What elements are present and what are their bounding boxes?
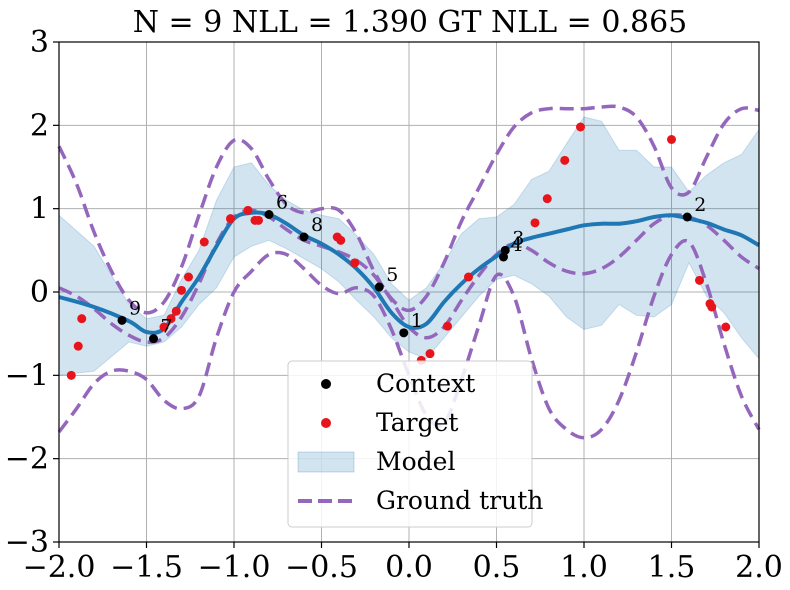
context-point-label: 5 xyxy=(386,264,398,286)
legend-model-label: Model xyxy=(376,447,455,476)
context-point xyxy=(499,252,508,262)
x-axis: −2.0 −1.5 −1.0 −0.5 0.0 0.5 1.0 1.5 2.0 xyxy=(23,542,783,585)
target-point xyxy=(171,306,181,316)
y-tick-label: 3 xyxy=(30,25,49,60)
target-point xyxy=(542,194,552,204)
x-tick-label: 2.0 xyxy=(735,550,783,585)
legend-ground-truth-label: Ground truth xyxy=(376,486,543,515)
target-point xyxy=(199,237,209,247)
context-point xyxy=(149,334,158,344)
y-axis: −3 −2 −1 0 1 2 3 xyxy=(5,25,59,560)
model-mean-curve xyxy=(58,210,760,335)
target-point xyxy=(166,314,176,324)
legend-target-marker xyxy=(321,418,331,428)
legend-box xyxy=(287,360,533,528)
legend-context-label: Context xyxy=(376,369,475,398)
context-point xyxy=(374,282,384,292)
target-point xyxy=(464,272,473,282)
legend-context-marker xyxy=(321,379,331,389)
context-points: 1 2 34 5 6 7 8 9 xyxy=(117,192,706,344)
context-point xyxy=(299,232,309,242)
target-point xyxy=(159,322,169,332)
target-point xyxy=(336,235,346,245)
context-point-label: 6 xyxy=(276,192,288,214)
chart-title: N = 9 NLL = 1.390 GT NLL = 0.865 xyxy=(133,5,688,40)
x-tick-label: −2.0 xyxy=(23,550,96,585)
context-point xyxy=(682,212,692,222)
target-point xyxy=(243,205,253,215)
context-point xyxy=(399,328,409,338)
context-point-label: 1 xyxy=(411,310,423,332)
target-point xyxy=(530,218,540,228)
target-point xyxy=(66,370,76,380)
context-point-label: 3 xyxy=(512,227,524,249)
target-point xyxy=(443,321,452,331)
context-point-label: 9 xyxy=(129,297,141,319)
x-tick-label: 0.0 xyxy=(385,550,433,585)
y-tick-label: −2 xyxy=(5,442,49,477)
grid xyxy=(58,41,760,543)
x-tick-label: 1.5 xyxy=(648,550,696,585)
ground-truth-upper-curve xyxy=(57,104,760,315)
y-tick-label: 0 xyxy=(30,275,49,310)
target-point xyxy=(350,258,360,268)
target-points xyxy=(66,122,731,380)
y-tick-label: −3 xyxy=(5,525,49,560)
target-point xyxy=(576,122,585,132)
x-tick-label: 0.5 xyxy=(473,550,521,585)
target-point xyxy=(721,322,731,332)
context-point xyxy=(264,210,274,219)
target-point xyxy=(73,341,83,351)
context-point-label: 8 xyxy=(311,214,323,236)
x-tick-label: 1.0 xyxy=(560,550,608,585)
target-point xyxy=(77,314,87,324)
target-point xyxy=(177,285,186,295)
legend-model-swatch xyxy=(297,451,355,473)
y-tick-label: 2 xyxy=(30,108,49,143)
y-tick-label: 1 xyxy=(30,192,49,227)
x-tick-label: −1.5 xyxy=(110,550,183,585)
target-point xyxy=(667,135,676,144)
context-point-label: 4 xyxy=(511,234,523,256)
target-point xyxy=(226,214,235,224)
context-point-label: 7 xyxy=(161,316,173,338)
target-point xyxy=(254,215,263,225)
ground-truth-lower-curve xyxy=(57,238,761,440)
target-point xyxy=(184,272,193,282)
legend-target-label: Target xyxy=(376,408,458,437)
target-point xyxy=(560,155,570,165)
target-point xyxy=(425,349,435,359)
x-tick-label: −1.0 xyxy=(198,550,271,585)
y-tick-label: −1 xyxy=(5,358,49,393)
target-point xyxy=(695,275,704,285)
legend: Context Target Model Ground truth xyxy=(287,360,543,528)
target-point xyxy=(707,302,717,312)
model-mean-line xyxy=(58,210,760,335)
x-tick-label: −0.5 xyxy=(285,550,358,585)
context-point xyxy=(117,315,127,325)
context-point-label: 2 xyxy=(694,194,706,216)
